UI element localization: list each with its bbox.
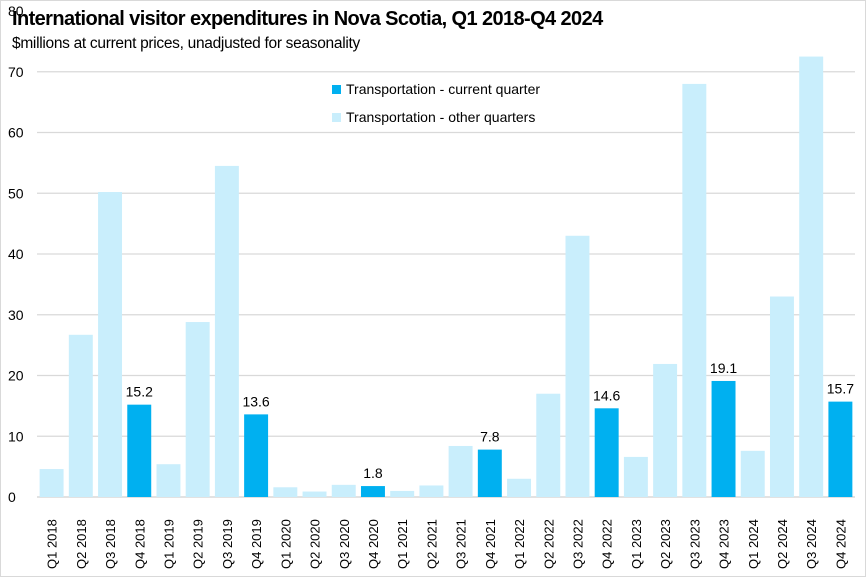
bar-current-quarter — [477, 449, 502, 497]
data-label: 15.2 — [126, 384, 153, 400]
x-tick-label: Q4 2022 — [600, 519, 615, 569]
legend-item-other: Transportation - other quarters — [332, 103, 540, 131]
legend-item-current: Transportation - current quarter — [332, 75, 540, 103]
x-tick-label: Q2 2020 — [308, 519, 323, 569]
legend-swatch-other — [332, 112, 341, 122]
bar-other-quarter — [799, 56, 824, 497]
bar-other-quarter — [390, 490, 415, 497]
legend-swatch-current — [332, 84, 341, 94]
chart-title: International visitor expenditures in No… — [12, 8, 603, 30]
x-tick-label: Q3 2023 — [687, 519, 702, 569]
x-tick-label: Q4 2024 — [833, 519, 848, 569]
x-tick-label: Q2 2023 — [658, 519, 673, 569]
x-tick-label: Q2 2018 — [74, 519, 89, 569]
x-tick-label: Q2 2021 — [424, 519, 439, 569]
x-tick-label: Q1 2022 — [512, 519, 527, 569]
x-tick-label: Q1 2024 — [746, 519, 761, 569]
bar-other-quarter — [507, 478, 532, 497]
bar-other-quarter — [419, 485, 444, 497]
bar-current-quarter — [594, 408, 619, 497]
x-tick-label: Q4 2020 — [366, 519, 381, 569]
bar-current-quarter — [360, 486, 385, 497]
bars — [39, 56, 853, 498]
chart-subtitle: $millions at current prices, unadjusted … — [12, 35, 360, 52]
y-tick-label: 10 — [8, 428, 24, 444]
legend-label-current: Transportation - current quarter — [346, 81, 541, 97]
bar-other-quarter — [682, 83, 707, 498]
x-tick-label: Q4 2023 — [717, 519, 732, 569]
data-label: 15.7 — [827, 381, 854, 397]
bar-current-quarter — [828, 401, 853, 497]
bar-other-quarter — [565, 235, 590, 497]
x-tick-label: Q2 2024 — [775, 519, 790, 569]
y-tick-label: 20 — [8, 368, 24, 384]
legend-label-other: Transportation - other quarters — [346, 109, 536, 125]
x-tick-label: Q2 2019 — [191, 519, 206, 569]
y-tick-label: 60 — [8, 125, 24, 141]
bar-other-quarter — [623, 456, 648, 497]
x-tick-label: Q3 2021 — [454, 519, 469, 569]
legend: Transportation - current quarter Transpo… — [332, 75, 540, 131]
bar-other-quarter — [302, 491, 327, 497]
x-tick-label: Q3 2022 — [570, 519, 585, 569]
bar-other-quarter — [536, 393, 561, 497]
x-tick-label: Q4 2018 — [132, 519, 147, 569]
bar-other-quarter — [273, 487, 298, 497]
x-tick-label: Q3 2019 — [220, 519, 235, 569]
bar-other-quarter — [740, 450, 765, 497]
data-label: 19.1 — [710, 360, 737, 376]
bar-other-quarter — [214, 165, 239, 497]
y-axis-ticks: 0 10 20 30 40 50 60 70 80 — [8, 3, 24, 505]
y-tick-label: 50 — [8, 185, 24, 201]
x-tick-label: Q1 2020 — [278, 519, 293, 569]
bar-other-quarter — [331, 484, 356, 497]
x-tick-label: Q2 2022 — [541, 519, 556, 569]
bar-other-quarter — [39, 469, 64, 497]
y-tick-label: 0 — [8, 489, 16, 505]
x-tick-label: Q1 2023 — [629, 519, 644, 569]
x-tick-label: Q1 2021 — [395, 519, 410, 569]
x-tick-label: Q1 2018 — [45, 519, 60, 569]
x-tick-label: Q1 2019 — [161, 519, 176, 569]
bar-other-quarter — [68, 334, 93, 497]
y-tick-label: 40 — [8, 246, 24, 262]
bar-other-quarter — [185, 322, 210, 497]
bar-current-quarter — [711, 380, 736, 497]
bar-other-quarter — [769, 296, 794, 497]
data-labels: 15.2 13.6 1.8 7.8 14.6 19.1 15.7 — [126, 360, 855, 481]
x-tick-label: Q3 2018 — [103, 519, 118, 569]
data-label: 7.8 — [480, 429, 500, 445]
bar-other-quarter — [156, 464, 181, 497]
bar-other-quarter — [448, 445, 473, 497]
bar-other-quarter — [653, 363, 678, 497]
y-tick-label: 70 — [8, 64, 24, 80]
data-label: 13.6 — [242, 393, 269, 409]
bar-current-quarter — [127, 404, 152, 497]
y-tick-label: 30 — [8, 307, 24, 323]
y-tick-label: 80 — [8, 3, 24, 19]
bar-other-quarter — [98, 192, 123, 497]
data-label: 1.8 — [363, 465, 383, 481]
x-tick-label: Q3 2020 — [337, 519, 352, 569]
x-tick-label: Q4 2021 — [483, 519, 498, 569]
x-axis-ticks: Q1 2018 Q2 2018 Q3 2018 Q4 2018 Q1 2019 Q2 20… — [45, 519, 849, 569]
data-label: 14.6 — [593, 387, 620, 403]
x-tick-label: Q3 2024 — [804, 519, 819, 569]
x-tick-label: Q4 2019 — [249, 519, 264, 569]
bar-current-quarter — [244, 414, 269, 497]
